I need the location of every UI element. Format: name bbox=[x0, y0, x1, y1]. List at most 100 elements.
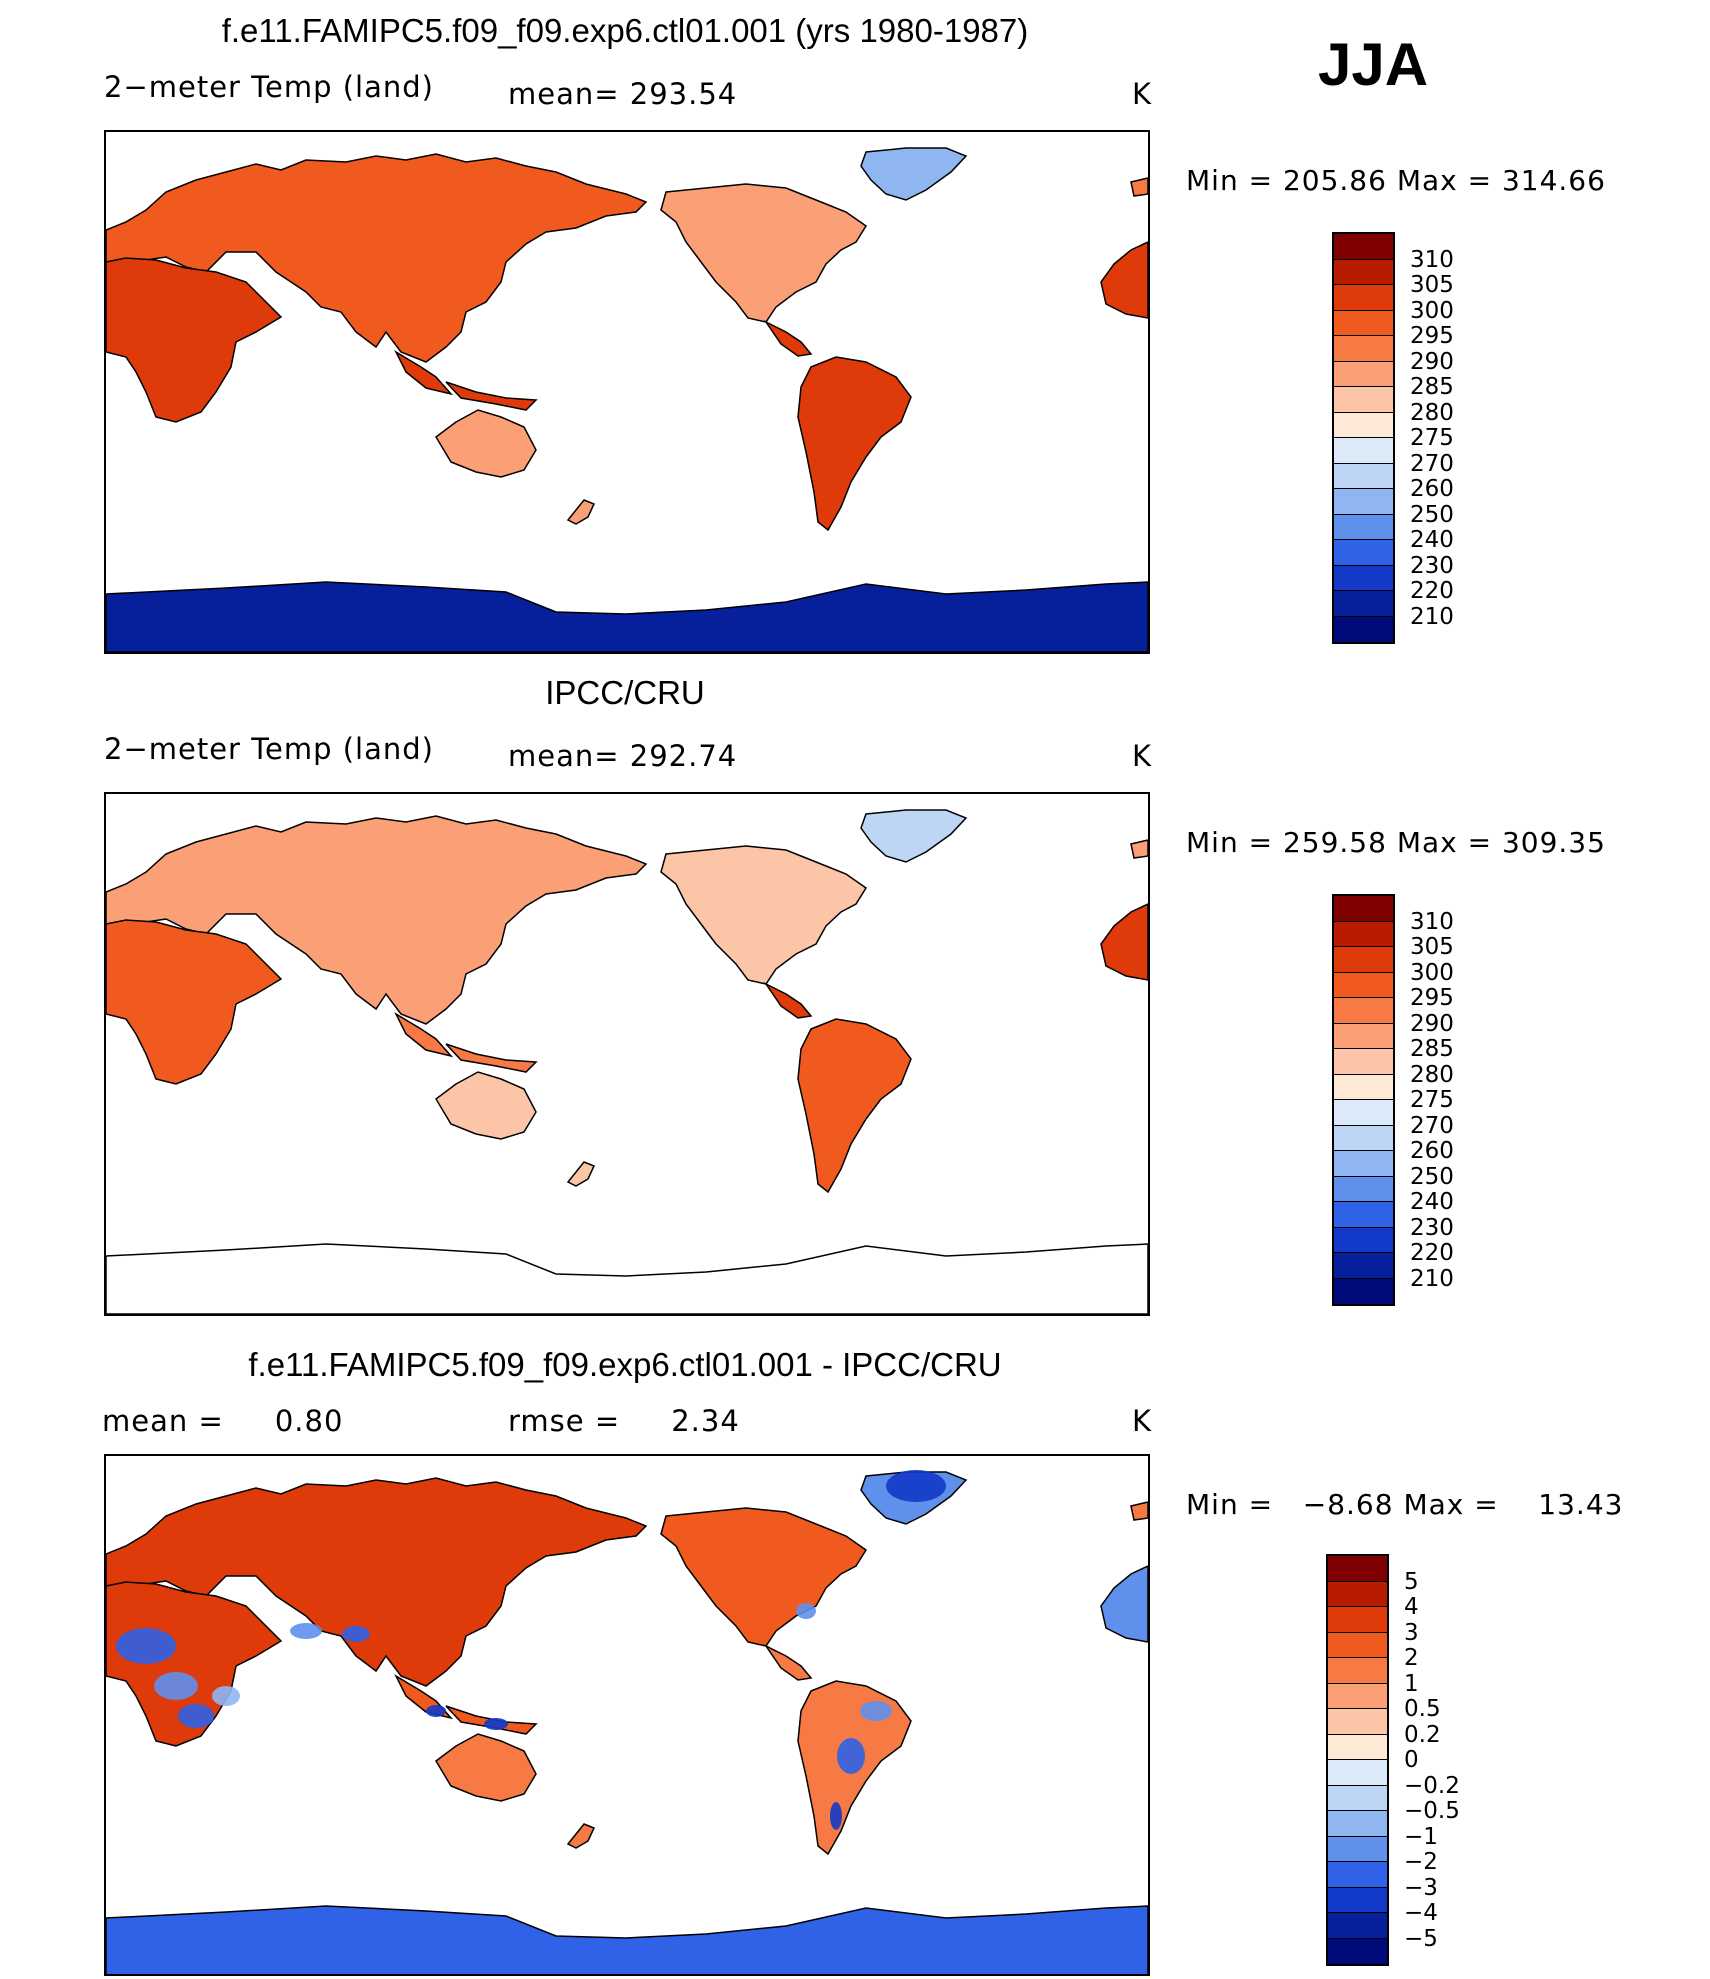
negative-anomaly-patch bbox=[837, 1738, 865, 1774]
land-australia bbox=[435, 1071, 537, 1140]
colorbar-tick-label: 270 bbox=[1410, 450, 1454, 477]
colorbar-tick-label: 290 bbox=[1410, 1010, 1454, 1037]
land-antarctica bbox=[106, 1243, 1148, 1314]
land-central-america bbox=[763, 320, 813, 357]
colorbar-tick-label: −3 bbox=[1404, 1874, 1438, 1901]
colorbar-segment bbox=[1328, 1734, 1387, 1760]
colorbar-segment bbox=[1334, 1049, 1393, 1075]
colorbar-segment bbox=[1328, 1785, 1387, 1811]
panel-1-minmax: Min = 205.86 Max = 314.66 bbox=[1186, 164, 1606, 197]
land-north-america bbox=[660, 845, 868, 985]
colorbar-segment bbox=[1334, 616, 1393, 642]
colorbar-tick-label: 260 bbox=[1410, 1138, 1454, 1164]
panel-3-mean-label: mean = 0.80 bbox=[102, 1404, 344, 1438]
colorbar-segment bbox=[1334, 591, 1393, 617]
colorbar-segment bbox=[1334, 463, 1393, 489]
colorbar-tick-label: 240 bbox=[1410, 1189, 1454, 1215]
negative-anomaly-patch bbox=[290, 1623, 322, 1639]
land-greenland bbox=[860, 809, 968, 863]
panel-2-map-canvas bbox=[106, 809, 1148, 1314]
panel-3-minmax: Min = −8.68 Max = 13.43 bbox=[1186, 1488, 1624, 1521]
negative-anomaly-patch bbox=[830, 1802, 842, 1830]
colorbar-tick-label: 220 bbox=[1410, 578, 1454, 604]
colorbar-tick-label: 210 bbox=[1410, 1265, 1454, 1292]
colorbar-segment bbox=[1334, 1176, 1393, 1202]
land-australia bbox=[435, 1733, 537, 1802]
land-central-america bbox=[763, 1644, 813, 1681]
colorbar-tick-label: 275 bbox=[1410, 1087, 1454, 1113]
colorbar-segment bbox=[1328, 1607, 1387, 1633]
colorbar-tick-label: 305 bbox=[1410, 934, 1454, 960]
colorbar-segment bbox=[1334, 336, 1393, 362]
land-central-america bbox=[763, 982, 813, 1019]
colorbar-tick-label: −1 bbox=[1404, 1823, 1438, 1850]
panel-1-map-canvas bbox=[106, 147, 1148, 652]
colorbar-segment bbox=[1334, 565, 1393, 591]
land-iceland-ne bbox=[1130, 839, 1148, 859]
land-australia bbox=[435, 409, 537, 478]
land-iceland-ne bbox=[1130, 1501, 1148, 1521]
colorbar-tick-label: 250 bbox=[1410, 501, 1454, 528]
colorbar-tick-label: 250 bbox=[1410, 1163, 1454, 1190]
panel-1-map bbox=[104, 130, 1150, 654]
colorbar-tick-label: 5 bbox=[1404, 1568, 1419, 1595]
colorbar-tick-label: 2 bbox=[1404, 1645, 1419, 1671]
panel-2-map bbox=[104, 792, 1150, 1316]
negative-anomaly-patch bbox=[1114, 1602, 1138, 1630]
panel-3-units-label: K bbox=[1132, 1404, 1153, 1438]
panel-2-colorbar bbox=[1332, 894, 1395, 1306]
colorbar-tick-label: 230 bbox=[1410, 552, 1454, 579]
colorbar-segment bbox=[1328, 1862, 1387, 1888]
panel-1-title: f.e11.FAMIPC5.f09_f09.exp6.ctl01.001 (yr… bbox=[221, 12, 1029, 49]
colorbar-segment bbox=[1334, 489, 1393, 515]
season-label: JJA bbox=[1318, 31, 1429, 98]
panel-1-variable-label: 2−meter Temp (land) bbox=[104, 70, 434, 104]
colorbar-tick-label: −5 bbox=[1404, 1925, 1438, 1952]
land-west-africa-edge bbox=[1100, 903, 1148, 981]
colorbar-segment bbox=[1334, 310, 1393, 336]
colorbar-segment bbox=[1334, 259, 1393, 285]
colorbar-segment bbox=[1334, 514, 1393, 540]
panel-3-map-canvas bbox=[106, 1470, 1148, 1974]
panel-2-title: IPCC/CRU bbox=[545, 674, 705, 711]
colorbar-segment bbox=[1334, 234, 1393, 260]
land-greenland bbox=[860, 147, 968, 201]
colorbar-segment bbox=[1334, 1202, 1393, 1228]
land-north-america bbox=[660, 1507, 868, 1647]
negative-anomaly-patch bbox=[484, 1718, 508, 1730]
colorbar-tick-label: 240 bbox=[1410, 527, 1454, 553]
negative-anomaly-patch bbox=[342, 1626, 370, 1642]
land-new-zealand bbox=[566, 1823, 596, 1849]
colorbar-tick-label: 0.2 bbox=[1404, 1721, 1441, 1748]
panel-1-units-label: K bbox=[1132, 77, 1153, 111]
colorbar-tick-label: 300 bbox=[1410, 959, 1454, 986]
land-europe-asia bbox=[106, 1477, 648, 1687]
negative-anomaly-patch bbox=[212, 1686, 240, 1706]
colorbar-tick-label: 3 bbox=[1404, 1619, 1419, 1646]
colorbar-tick-label: 305 bbox=[1410, 272, 1454, 298]
panel-2-variable-label: 2−meter Temp (land) bbox=[104, 732, 434, 766]
land-africa-arabia bbox=[106, 919, 283, 1085]
colorbar-segment bbox=[1328, 1760, 1387, 1786]
colorbar-segment bbox=[1334, 896, 1393, 922]
colorbar-segment bbox=[1328, 1581, 1387, 1607]
colorbar-tick-label: 280 bbox=[1410, 1061, 1454, 1088]
colorbar-segment bbox=[1334, 947, 1393, 973]
colorbar-segment bbox=[1328, 1658, 1387, 1684]
colorbar-tick-label: 210 bbox=[1410, 603, 1454, 630]
colorbar-segment bbox=[1334, 1278, 1393, 1304]
colorbar-tick-label: 4 bbox=[1404, 1594, 1419, 1620]
negative-anomaly-patch bbox=[860, 1701, 892, 1721]
colorbar-segment bbox=[1328, 1683, 1387, 1709]
land-southeast-asia bbox=[394, 1674, 538, 1735]
colorbar-segment bbox=[1334, 438, 1393, 464]
panel-3-colorbar-labels: 5 4 3 2 1 0.5 0.2 0 −0.2 −0.5 −1 −2 −3 −4 −5 bbox=[1404, 1554, 1524, 1966]
panel-3-title: f.e11.FAMIPC5.f09_f09.exp6.ctl01.001 - I… bbox=[248, 1346, 1002, 1383]
colorbar-tick-label: 0 bbox=[1404, 1747, 1419, 1773]
colorbar-segment bbox=[1328, 1709, 1387, 1735]
colorbar-tick-label: 260 bbox=[1410, 476, 1454, 502]
colorbar-tick-label: 310 bbox=[1410, 908, 1454, 935]
land-north-america bbox=[660, 183, 868, 323]
colorbar-segment bbox=[1328, 1556, 1387, 1582]
colorbar-tick-label: 300 bbox=[1410, 297, 1454, 324]
